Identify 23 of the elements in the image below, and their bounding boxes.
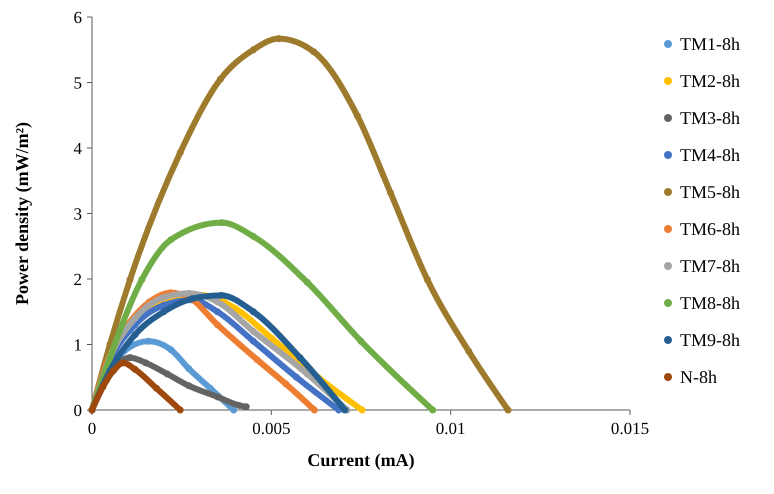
y-tick-label: 4 — [74, 139, 82, 158]
y-tick-label: 1 — [74, 336, 82, 354]
x-tick-label: 0.015 — [610, 419, 650, 438]
x-axis-title: Current (mA) — [307, 450, 415, 470]
x-tick-label: 0 — [88, 419, 96, 438]
y-axis-title: Power density (mW/m²) — [12, 122, 32, 306]
legend-label: TM9-8h — [680, 330, 740, 350]
legend-label: TM3-8h — [680, 108, 740, 128]
y-tick-label: 0 — [74, 401, 82, 420]
x-tick-label: 0.01 — [436, 419, 466, 438]
y-tick-label: 2 — [74, 270, 82, 289]
legend-label: N-8h — [680, 367, 717, 387]
y-tick-label: 3 — [74, 204, 82, 224]
legend-label: TM1-8h — [680, 34, 740, 54]
legend-label: TM5-8h — [680, 182, 740, 202]
y-tick-label: 5 — [74, 74, 82, 92]
legend-label: TM7-8h — [680, 256, 740, 276]
x-tick-label: 0.005 — [252, 419, 290, 438]
legend-label: TM6-8h — [680, 219, 740, 239]
legend-label: TM8-8h — [680, 293, 740, 313]
y-tick-label: 6 — [74, 8, 82, 27]
legend-label: TM2-8h — [680, 71, 740, 91]
legend-label: TM4-8h — [680, 145, 740, 165]
